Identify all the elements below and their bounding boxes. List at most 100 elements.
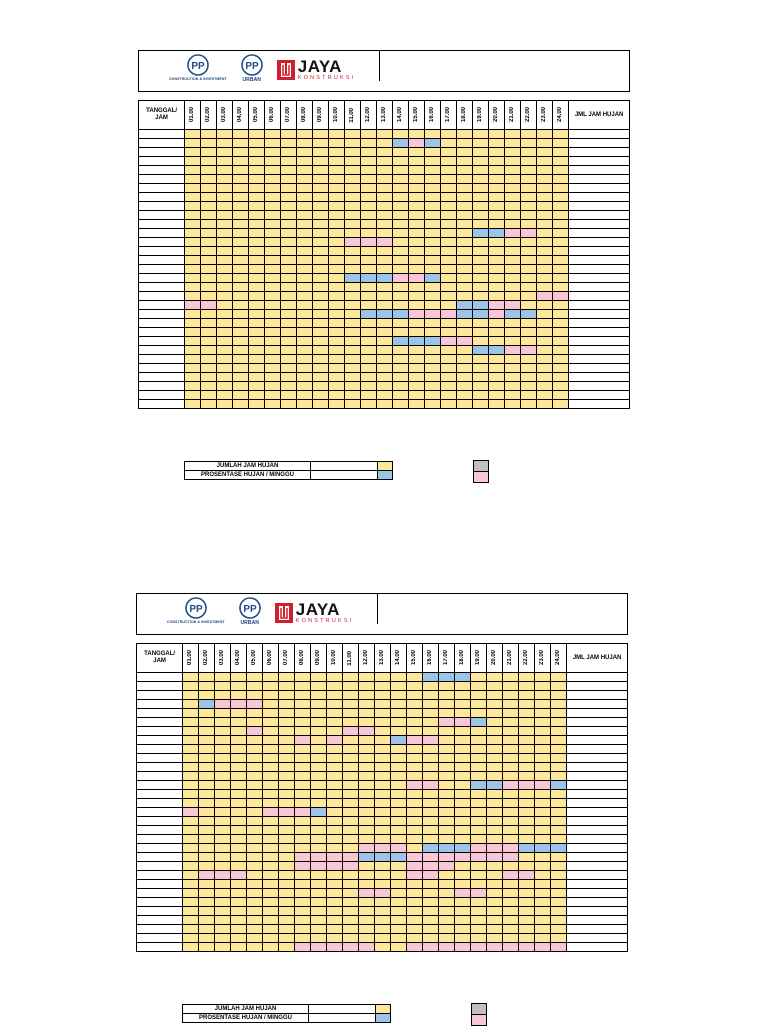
hour-cell[interactable] <box>278 717 296 727</box>
hour-cell[interactable] <box>552 138 570 148</box>
rain-hour-cell-pink[interactable] <box>342 942 360 952</box>
hour-cell[interactable] <box>262 699 280 709</box>
hour-cell[interactable] <box>344 390 362 400</box>
hour-cell[interactable] <box>470 771 488 781</box>
hour-cell[interactable] <box>456 255 474 265</box>
hour-cell[interactable] <box>264 354 282 364</box>
hour-cell[interactable] <box>296 210 314 220</box>
hour-cell[interactable] <box>312 165 330 175</box>
hour-cell[interactable] <box>310 825 328 835</box>
hour-cell[interactable] <box>344 363 362 373</box>
hour-cell[interactable] <box>424 327 442 337</box>
hour-cell[interactable] <box>438 681 456 691</box>
hour-cell[interactable] <box>328 363 346 373</box>
hour-cell[interactable] <box>310 726 328 736</box>
hour-cell[interactable] <box>456 192 474 202</box>
rain-hour-cell-pink[interactable] <box>278 807 296 817</box>
rain-hour-cell-pink[interactable] <box>374 888 392 898</box>
hour-cell[interactable] <box>230 825 248 835</box>
hour-cell[interactable] <box>248 255 266 265</box>
hour-cell[interactable] <box>246 861 264 871</box>
hour-cell[interactable] <box>408 192 426 202</box>
total-cell[interactable] <box>566 699 628 709</box>
hour-cell[interactable] <box>408 291 426 301</box>
hour-cell[interactable] <box>536 300 554 310</box>
rain-hour-cell-blue[interactable] <box>518 843 536 853</box>
hour-cell[interactable] <box>406 789 424 799</box>
hour-cell[interactable] <box>392 372 410 382</box>
hour-cell[interactable] <box>390 825 408 835</box>
hour-cell[interactable] <box>248 327 266 337</box>
rain-hour-cell-blue[interactable] <box>310 807 328 817</box>
hour-cell[interactable] <box>488 255 506 265</box>
rain-hour-cell-pink[interactable] <box>214 699 232 709</box>
hour-cell[interactable] <box>504 381 522 391</box>
hour-cell[interactable] <box>326 843 344 853</box>
hour-cell[interactable] <box>408 318 426 328</box>
hour-cell[interactable] <box>504 336 522 346</box>
date-cell[interactable] <box>135 717 184 727</box>
rain-hour-cell-pink[interactable] <box>518 870 536 880</box>
hour-cell[interactable] <box>344 219 362 229</box>
hour-cell[interactable] <box>390 780 408 790</box>
date-cell[interactable] <box>135 888 184 898</box>
hour-cell[interactable] <box>326 717 344 727</box>
hour-cell[interactable] <box>392 291 410 301</box>
hour-cell[interactable] <box>246 807 264 817</box>
hour-cell[interactable] <box>358 771 376 781</box>
hour-cell[interactable] <box>534 816 552 826</box>
hour-cell[interactable] <box>390 942 408 952</box>
hour-cell[interactable] <box>392 390 410 400</box>
hour-cell[interactable] <box>246 744 264 754</box>
hour-cell[interactable] <box>326 807 344 817</box>
hour-cell[interactable] <box>200 255 218 265</box>
hour-cell[interactable] <box>502 933 520 943</box>
hour-cell[interactable] <box>552 192 570 202</box>
hour-cell[interactable] <box>262 735 280 745</box>
hour-cell[interactable] <box>534 798 552 808</box>
hour-cell[interactable] <box>424 345 442 355</box>
hour-cell[interactable] <box>248 165 266 175</box>
hour-cell[interactable] <box>262 717 280 727</box>
hour-cell[interactable] <box>214 798 232 808</box>
rain-hour-cell-pink[interactable] <box>294 861 312 871</box>
hour-cell[interactable] <box>424 156 442 166</box>
hour-cell[interactable] <box>520 291 538 301</box>
hour-cell[interactable] <box>358 861 376 871</box>
hour-cell[interactable] <box>214 897 232 907</box>
hour-cell[interactable] <box>278 753 296 763</box>
hour-cell[interactable] <box>264 318 282 328</box>
hour-cell[interactable] <box>360 345 378 355</box>
hour-cell[interactable] <box>552 228 570 238</box>
hour-cell[interactable] <box>552 363 570 373</box>
hour-cell[interactable] <box>504 237 522 247</box>
rain-hour-cell-pink[interactable] <box>294 807 312 817</box>
hour-cell[interactable] <box>376 390 394 400</box>
hour-cell[interactable] <box>472 138 490 148</box>
hour-cell[interactable] <box>520 399 538 409</box>
hour-cell[interactable] <box>504 219 522 229</box>
hour-cell[interactable] <box>358 690 376 700</box>
hour-cell[interactable] <box>200 273 218 283</box>
hour-cell[interactable] <box>214 888 232 898</box>
hour-cell[interactable] <box>262 771 280 781</box>
hour-cell[interactable] <box>408 354 426 364</box>
hour-cell[interactable] <box>550 888 568 898</box>
total-cell[interactable] <box>568 309 630 319</box>
hour-cell[interactable] <box>438 924 456 934</box>
hour-cell[interactable] <box>376 201 394 211</box>
hour-cell[interactable] <box>374 897 392 907</box>
hour-cell[interactable] <box>342 708 360 718</box>
hour-cell[interactable] <box>472 372 490 382</box>
hour-cell[interactable] <box>312 273 330 283</box>
hour-cell[interactable] <box>216 390 234 400</box>
hour-cell[interactable] <box>440 282 458 292</box>
hour-cell[interactable] <box>198 888 216 898</box>
hour-cell[interactable] <box>328 264 346 274</box>
hour-cell[interactable] <box>230 933 248 943</box>
hour-cell[interactable] <box>246 933 264 943</box>
hour-cell[interactable] <box>550 879 568 889</box>
hour-cell[interactable] <box>406 915 424 925</box>
hour-cell[interactable] <box>376 327 394 337</box>
rain-hour-cell-pink[interactable] <box>246 699 264 709</box>
